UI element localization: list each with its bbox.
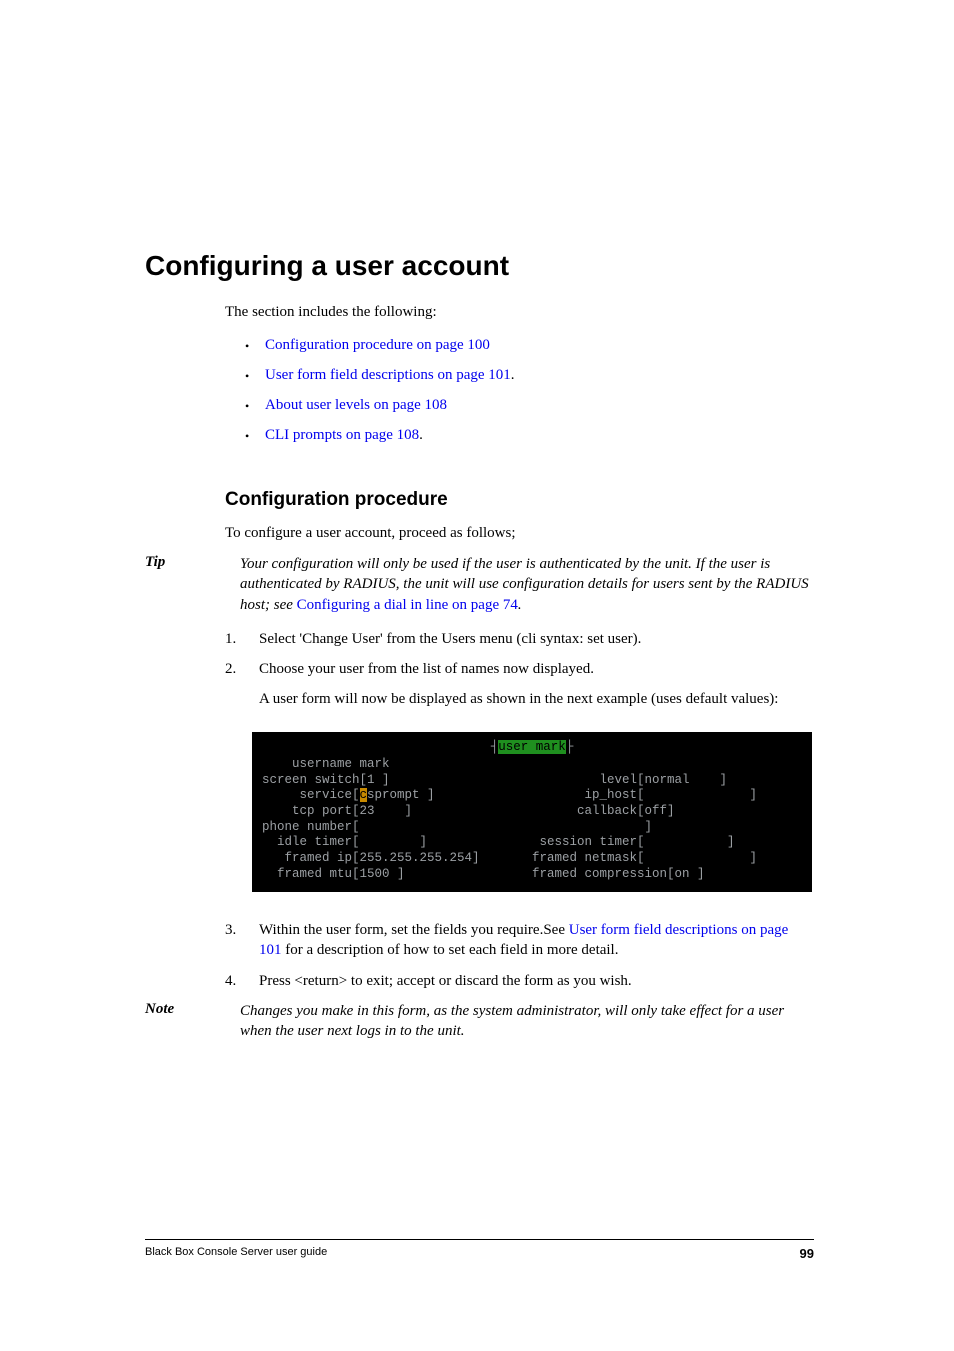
- bullet-icon: •: [245, 427, 265, 445]
- terminal-row: screen switch[1 ] level[normal ]: [262, 773, 802, 789]
- step-1: 1. Select 'Change User' from the Users m…: [225, 629, 814, 649]
- paragraph: To configure a user account, proceed as …: [225, 525, 814, 542]
- tip-label: Tip: [145, 554, 240, 615]
- bullet-icon: •: [245, 367, 265, 385]
- link-config-procedure[interactable]: Configuration procedure on page 100: [265, 337, 490, 353]
- footer-rule: [145, 1239, 814, 1240]
- page-number: 99: [800, 1246, 814, 1261]
- step-2: 2. Choose your user from the list of nam…: [225, 659, 814, 710]
- link-about-user-levels[interactable]: About user levels on page 108: [265, 397, 447, 413]
- bullet-tail: .: [419, 427, 423, 443]
- step-body: Within the user form, set the fields you…: [259, 920, 814, 961]
- step-body: Choose your user from the list of names …: [259, 659, 814, 710]
- step-number: 2.: [225, 659, 259, 710]
- bullet-list: • Configuration procedure on page 100 • …: [245, 337, 814, 445]
- terminal-row: tcp port[23 ] callback[off]: [262, 804, 802, 820]
- step-body: Press <return> to exit; accept or discar…: [259, 971, 814, 991]
- section-heading: Configuration procedure: [225, 489, 814, 511]
- link-user-form-descriptions[interactable]: User form field descriptions on page 101: [265, 367, 511, 383]
- bullet-icon: •: [245, 397, 265, 415]
- terminal-screenshot: ┤user mark├ username mark screen switch[…: [252, 732, 812, 893]
- terminal-row: framed ip[255.255.255.254]framed netmask…: [262, 851, 802, 867]
- step-number: 3.: [225, 920, 259, 961]
- bullet-tail: .: [511, 367, 515, 383]
- bullet-icon: •: [245, 337, 265, 355]
- link-configuring-dial-in[interactable]: Configuring a dial in line on page 74: [297, 597, 518, 613]
- list-item: • About user levels on page 108: [245, 397, 814, 415]
- link-cli-prompts[interactable]: CLI prompts on page 108: [265, 427, 419, 443]
- list-item: • Configuration procedure on page 100: [245, 337, 814, 355]
- intro-text: The section includes the following:: [225, 304, 814, 321]
- step-number: 4.: [225, 971, 259, 991]
- note-block: Note Changes you make in this form, as t…: [145, 1001, 814, 1042]
- step-number: 1.: [225, 629, 259, 649]
- step-3: 3. Within the user form, set the fields …: [225, 920, 814, 961]
- list-item: • User form field descriptions on page 1…: [245, 367, 814, 385]
- terminal-row: idle timer[ ] session timer[ ]: [262, 835, 802, 851]
- terminal-row: service[csprompt ] ip_host[ ]: [262, 788, 802, 804]
- step-4: 4. Press <return> to exit; accept or dis…: [225, 971, 814, 991]
- list-item: • CLI prompts on page 108.: [245, 427, 814, 445]
- terminal-row: username mark: [262, 757, 802, 773]
- note-body: Changes you make in this form, as the sy…: [240, 1001, 814, 1042]
- terminal-row: framed mtu[1500 ]framed compression[on ]: [262, 867, 802, 883]
- tip-body: Your configuration will only be used if …: [240, 554, 814, 615]
- step-body: Select 'Change User' from the Users menu…: [259, 629, 814, 649]
- terminal-row: phone number[ ]: [262, 820, 802, 836]
- tip-block: Tip Your configuration will only be used…: [145, 554, 814, 615]
- note-label: Note: [145, 1001, 240, 1042]
- page-title: Configuring a user account: [145, 250, 814, 282]
- terminal-title: ┤user mark├: [262, 740, 802, 756]
- page-footer: Black Box Console Server user guide 99: [145, 1239, 814, 1261]
- footer-left: Black Box Console Server user guide: [145, 1246, 327, 1261]
